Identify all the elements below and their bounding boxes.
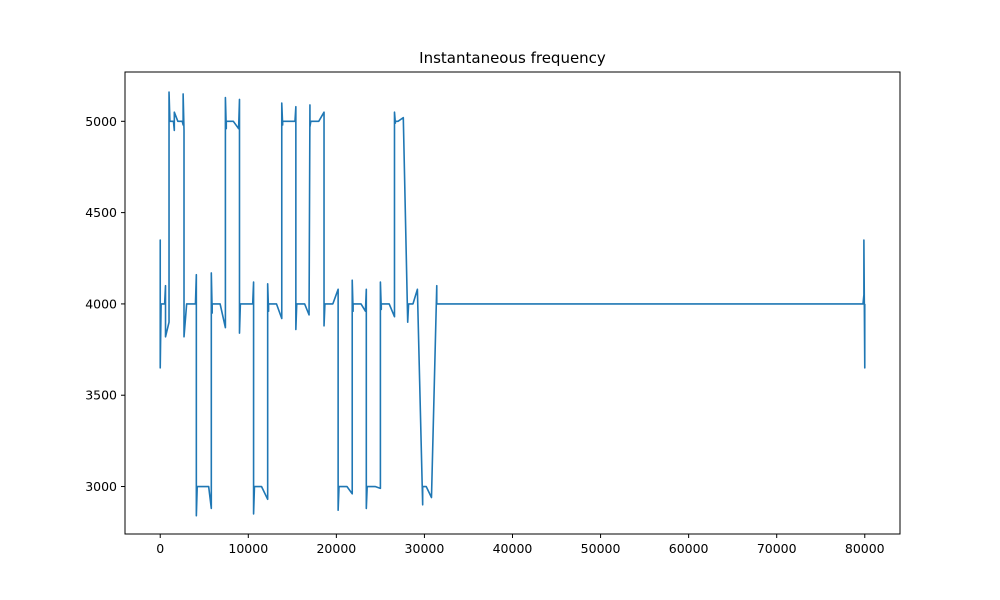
x-tick-label: 70000 <box>757 541 797 556</box>
y-tick-label: 4000 <box>85 296 117 311</box>
x-tick-label: 80000 <box>845 541 885 556</box>
x-tick-label: 10000 <box>228 541 268 556</box>
y-tick-label: 3000 <box>85 479 117 494</box>
y-tick-label: 3500 <box>85 388 117 403</box>
x-tick-label: 40000 <box>493 541 533 556</box>
x-tick-label: 50000 <box>581 541 621 556</box>
y-axis-ticks: 3000 3500 4000 4500 5000 <box>85 114 125 494</box>
y-tick-label: 5000 <box>85 114 117 129</box>
plot-area <box>159 91 866 517</box>
chart-title: Instantaneous frequency <box>419 49 606 67</box>
axes-frame <box>124 71 901 535</box>
x-axis-ticks: 0 10000 20000 30000 40000 50000 60000 70000 8000… <box>156 534 885 556</box>
x-tick-label: 20000 <box>316 541 356 556</box>
x-tick-label: 30000 <box>405 541 445 556</box>
series-line-0 <box>159 91 866 517</box>
y-tick-label: 4500 <box>85 205 117 220</box>
x-tick-label: 0 <box>156 541 164 556</box>
x-tick-label: 60000 <box>669 541 709 556</box>
